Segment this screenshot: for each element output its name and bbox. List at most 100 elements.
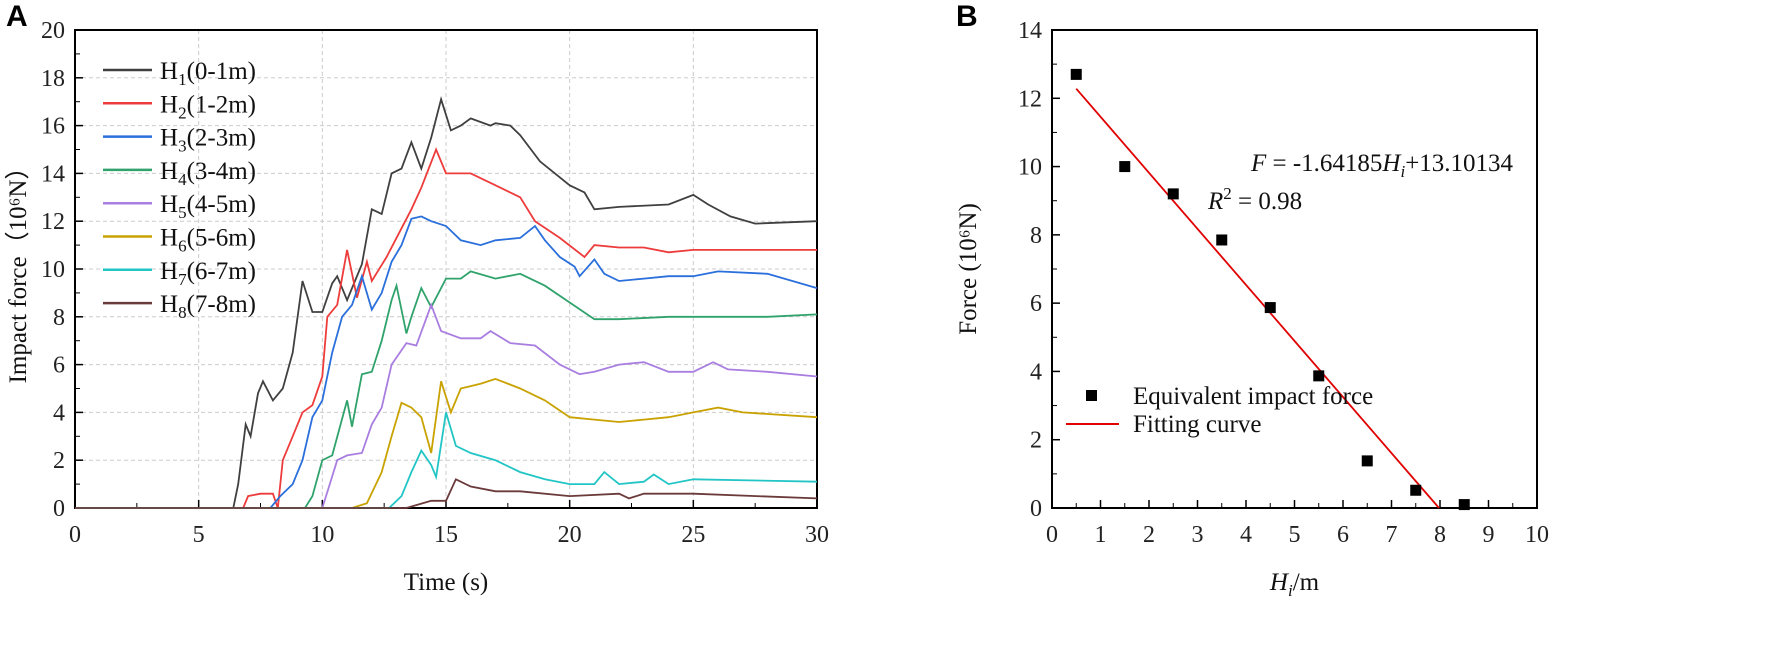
- x-label-sub: i: [1288, 581, 1293, 600]
- data-point: [1119, 161, 1131, 173]
- x-tick-label: 10: [310, 522, 334, 548]
- legend-name: H: [160, 125, 178, 152]
- x-label-H: H: [1269, 569, 1290, 596]
- y-tick-label: 14: [41, 161, 65, 187]
- series-group: [75, 96, 818, 509]
- legend-range: (1-2m): [187, 91, 256, 118]
- eq-part1: = -1.64185: [1266, 150, 1382, 177]
- legend-marker-scatter: [1086, 390, 1097, 401]
- legend-name: H: [160, 58, 178, 85]
- legend-subscript: 6: [178, 237, 187, 256]
- y-tick-label: 18: [41, 66, 65, 92]
- x-tick-label: 7: [1386, 522, 1398, 548]
- x-tick-label: 30: [805, 522, 829, 548]
- legend-name: H: [160, 158, 178, 185]
- legend-label: H4(3-4m): [160, 158, 256, 189]
- legend-range: (5-6m): [187, 225, 256, 252]
- eq-H: H: [1381, 150, 1402, 177]
- series-line-h5: [75, 302, 818, 509]
- x-tick-label: 5: [193, 522, 205, 548]
- y-axis-label: Force (10⁶N): [955, 203, 982, 335]
- r-squared: R2 = 0.98: [1207, 184, 1302, 215]
- x-label-rest: /m: [1293, 569, 1320, 596]
- eq-F: F: [1250, 150, 1267, 177]
- eq-part2: +13.10134: [1405, 150, 1513, 177]
- legend-label-scatter: Equivalent impact force: [1133, 383, 1373, 410]
- y-tick-label: 20: [41, 18, 65, 44]
- panel-label-b: B: [956, 0, 978, 33]
- y-tick-label: 10: [1018, 155, 1042, 181]
- legend-label: H5(4-5m): [160, 191, 256, 222]
- plot-frame: [1051, 29, 1538, 509]
- fitting-curve-line: [1075, 88, 1440, 509]
- plot-frame: [74, 29, 818, 509]
- legend-label: H1(0-1m): [160, 58, 256, 89]
- data-point: [1070, 68, 1082, 80]
- x-tick-label: 15: [434, 522, 458, 548]
- fit-equation: F = -1.64185Hi+13.10134: [1250, 150, 1514, 181]
- data-point: [1458, 499, 1470, 511]
- y-tick-label: 0: [1030, 496, 1042, 522]
- x-tick-label: 6: [1337, 522, 1349, 548]
- x-tick-label: 8: [1434, 522, 1446, 548]
- legend-label: H3(2-3m): [160, 125, 256, 156]
- legend-range: (4-5m): [187, 191, 256, 218]
- y-tick-label: 0: [53, 496, 65, 522]
- y-tick-label: 8: [1030, 223, 1042, 249]
- x-axis-label: Hi/m: [1269, 569, 1320, 600]
- x-axis-label: Time (s): [404, 569, 489, 596]
- legend-name: H: [160, 291, 178, 318]
- data-point: [1313, 370, 1325, 382]
- r-value: = 0.98: [1232, 188, 1302, 215]
- legend-name: H: [160, 258, 178, 285]
- legend-name: H: [160, 225, 178, 252]
- series-line-h3: [75, 215, 818, 509]
- legend: H1(0-1m)H2(1-2m)H3(2-3m)H4(3-4m)H5(4-5m)…: [103, 58, 256, 322]
- legend-range: (2-3m): [187, 125, 256, 152]
- legend-label: H8(7-8m): [160, 291, 256, 322]
- y-tick-label: 4: [53, 400, 65, 426]
- x-tick-label: 3: [1192, 522, 1204, 548]
- data-point: [1264, 302, 1276, 314]
- eq-i: i: [1400, 162, 1405, 181]
- y-tick-label: 16: [41, 114, 65, 140]
- y-tick-label: 8: [53, 305, 65, 331]
- series-line-h7: [75, 412, 818, 509]
- x-tick-label: 25: [681, 522, 705, 548]
- legend-subscript: 5: [178, 203, 187, 222]
- data-point: [1410, 484, 1422, 496]
- r-R: R: [1207, 188, 1223, 215]
- legend-label: H6(5-6m): [160, 225, 256, 256]
- legend-range: (3-4m): [187, 158, 256, 185]
- x-tick-label: 9: [1483, 522, 1495, 548]
- series-line-h2: [75, 147, 817, 509]
- legend-subscript: 8: [178, 303, 187, 322]
- legend-subscript: 3: [178, 137, 187, 156]
- data-point: [1361, 455, 1373, 467]
- panel-label-a: A: [6, 0, 28, 33]
- r-sup: 2: [1223, 184, 1232, 203]
- y-tick-label: 6: [53, 353, 65, 379]
- x-tick-label: 20: [558, 522, 582, 548]
- y-axis-label: Impact force（10⁶N）: [4, 155, 32, 384]
- series-line-h4: [75, 270, 818, 509]
- legend-name: H: [160, 191, 178, 218]
- y-tick-label: 2: [1030, 428, 1042, 454]
- legend-label-fit: Fitting curve: [1133, 411, 1261, 438]
- y-tick-label: 14: [1018, 18, 1042, 44]
- series-line-h8: [75, 478, 818, 509]
- y-tick-label: 10: [41, 257, 65, 283]
- x-tick-label: 4: [1240, 522, 1252, 548]
- legend-name: H: [160, 91, 178, 118]
- y-tick-label: 4: [1030, 359, 1042, 385]
- y-tick-label: 12: [1018, 86, 1042, 112]
- legend-subscript: 4: [178, 170, 187, 189]
- series-line-h1: [75, 96, 818, 509]
- legend-label: H2(1-2m): [160, 91, 256, 122]
- legend-label: H7(6-7m): [160, 258, 256, 289]
- y-tick-label: 6: [1030, 291, 1042, 317]
- x-tick-label: 5: [1289, 522, 1301, 548]
